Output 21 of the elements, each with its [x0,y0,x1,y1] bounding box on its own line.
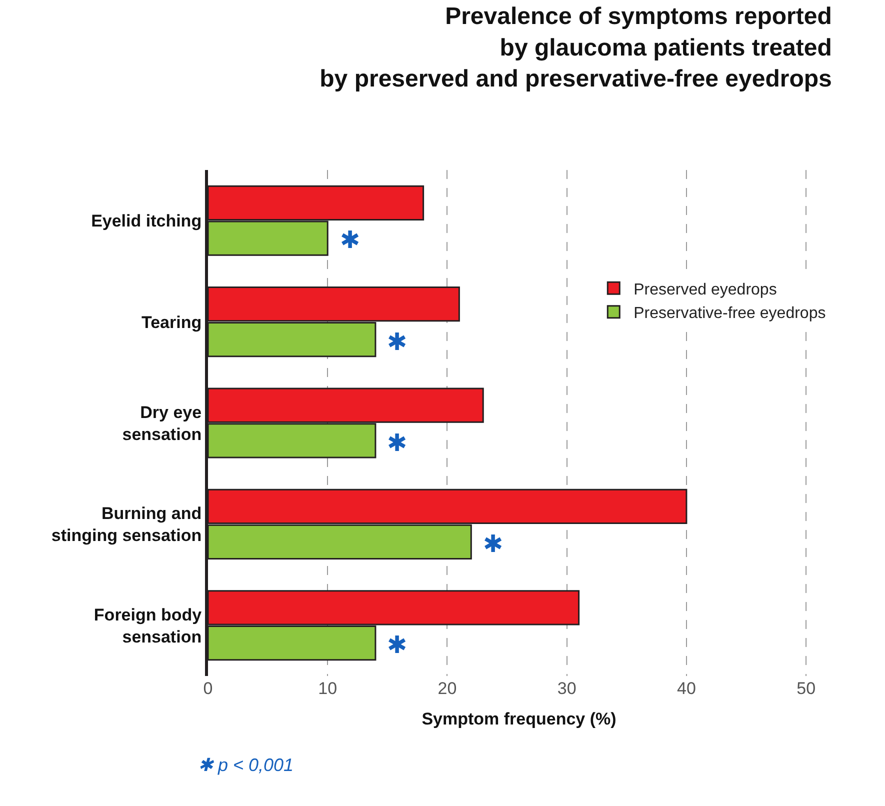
annotation: ✱ [483,531,503,558]
x-tick-label: 40 [677,679,696,698]
x-axis-title: Symptom frequency (%) [422,709,616,728]
y-tick-label: Tearing [141,312,202,332]
y-tick-label: Foreign body sensation [94,605,202,646]
y-tick-label: Dry eye sensation [122,402,202,444]
x-tick-label: 50 [796,679,816,698]
text: ✱ p < 0,001 [198,755,294,775]
y-tick-label: Burning and stinging sensation [51,504,202,546]
annotation: ✱ [387,329,407,356]
x-tick-label: 10 [318,679,338,698]
annotation: ✱ [387,632,407,659]
legend-label: Preservative-free eyedrops [634,305,826,322]
annotation: ✱ [387,430,407,457]
x-tick-label: 0 [203,679,213,698]
annotation: ✱ [340,227,360,254]
chart-title: Prevalence of symptoms reported by glaucoma patients treated by preserved and preservative-free eyedrops [320,3,832,93]
x-tick-label: 30 [557,679,576,698]
y-tick-label: Eyelid itching [91,212,202,231]
x-tick-label: 20 [438,679,457,698]
legend-label: Preserved eyedrops [634,281,777,298]
